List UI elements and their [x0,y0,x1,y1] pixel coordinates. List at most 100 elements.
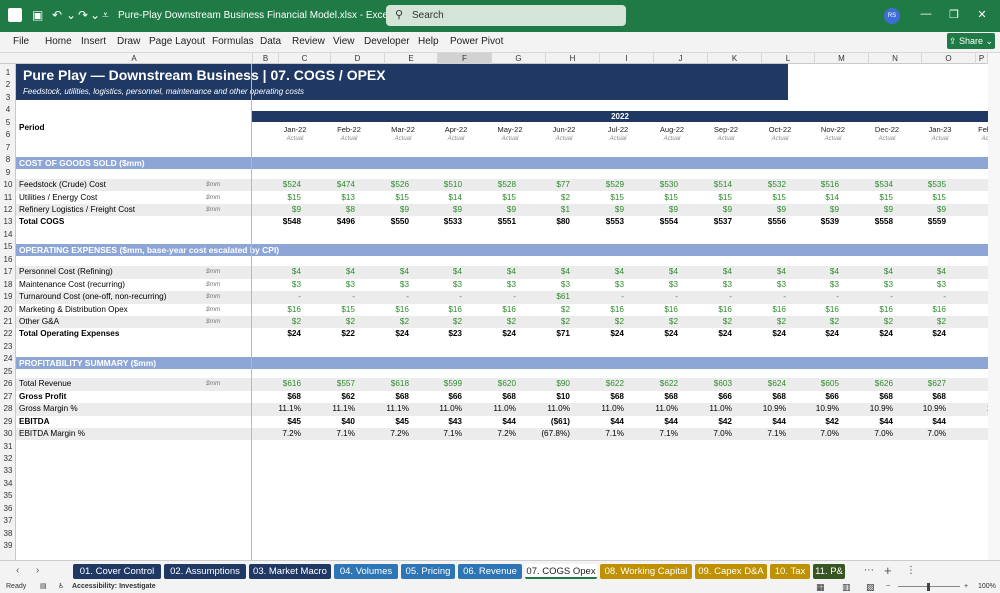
minimize-icon[interactable]: — [920,8,932,20]
value-cell[interactable]: $2 [560,192,570,202]
sheet-tab-5[interactable]: 05. Pricing [401,564,455,579]
value-cell[interactable]: $535 [927,180,946,190]
value-cell[interactable]: $9 [883,204,893,214]
menu-file[interactable]: File [13,36,30,47]
sheet-tab-1[interactable]: 01. Cover Control [73,564,161,579]
row-header-9[interactable]: 9 [5,167,11,177]
row-header-16[interactable]: 16 [3,254,13,264]
value-cell[interactable]: $3 [668,279,678,289]
row-header-31[interactable]: 31 [3,441,13,451]
row-header-7[interactable]: 7 [5,142,11,152]
column-header-g[interactable]: G [492,53,546,64]
sheet-tab-7[interactable]: 07. COGS Opex [525,564,597,579]
value-cell[interactable]: 7.0% [927,429,946,439]
value-cell[interactable]: - [836,292,839,302]
row-header-33[interactable]: 33 [3,466,13,476]
column-header-i[interactable]: I [600,53,654,64]
value-cell[interactable]: 10.9% [762,404,786,414]
value-cell[interactable]: $16 [879,304,893,314]
row-header-24[interactable]: 24 [3,354,13,364]
value-cell[interactable]: $3 [722,279,732,289]
value-cell[interactable]: $533 [443,217,462,227]
column-header-j[interactable]: J [654,53,708,64]
column-header-f[interactable]: F [438,53,492,64]
value-cell[interactable]: - [621,292,624,302]
value-cell[interactable]: - [675,292,678,302]
value-cell[interactable]: $4 [452,267,462,277]
value-cell[interactable]: $15 [287,192,301,202]
value-cell[interactable]: $15 [879,192,893,202]
value-cell[interactable]: $620 [497,379,516,389]
menu-draw[interactable]: Draw [117,36,141,47]
more-sheets-icon[interactable]: ⋯ [864,565,874,576]
value-cell[interactable]: $16 [932,304,946,314]
value-cell[interactable]: $605 [820,379,839,389]
value-cell[interactable]: $2 [776,317,786,326]
value-cell[interactable]: 11.0% [709,404,732,414]
value-cell[interactable]: $4 [722,267,732,277]
row-header-21[interactable]: 21 [3,317,13,326]
value-cell[interactable]: $16 [287,304,301,314]
column-header-b[interactable]: B [253,53,279,64]
row-header-1[interactable]: 1 [5,68,11,77]
value-cell[interactable]: $15 [341,304,355,314]
value-cell[interactable]: $24 [664,329,678,339]
row-header-30[interactable]: 30 [3,429,13,439]
value-cell[interactable]: $24 [287,329,301,339]
value-cell[interactable]: $2 [560,317,570,326]
vertical-scrollbar[interactable] [988,53,1000,560]
sheet-tab-4[interactable]: 04. Volumes [334,564,398,579]
value-cell[interactable]: $2 [614,317,624,326]
value-cell[interactable]: 10.9% [869,404,893,414]
undo-dropdown-icon[interactable]: ⌄ [66,8,77,22]
value-cell[interactable]: $14 [825,192,839,202]
undo-icon[interactable]: ↶ [52,8,63,22]
menu-help[interactable]: Help [418,36,439,47]
row-header-10[interactable]: 10 [3,180,13,190]
sheet-tab-3[interactable]: 03. Market Macro [249,564,331,579]
row-header-17[interactable]: 17 [3,267,13,277]
value-cell[interactable]: $2 [345,317,355,326]
value-cell[interactable]: 11.1% [386,404,409,414]
value-cell[interactable]: $554 [659,217,678,227]
row-header-26[interactable]: 26 [3,379,13,389]
value-cell[interactable]: 7.1% [336,429,355,439]
value-cell[interactable]: $42 [825,416,839,426]
row-headers[interactable]: 1 2 3 4 5 6 7 8 9 10 11 12 13 14 15 16 17 18 19 20 21 22 23 24 2… [0,64,16,560]
column-header-m[interactable]: M [815,53,869,64]
value-cell[interactable]: $68 [879,391,893,401]
customize-toolbar-icon[interactable]: ⩡ [102,8,109,22]
column-header-l[interactable]: L [762,53,815,64]
macro-record-icon[interactable]: ▤ [40,583,47,590]
value-cell[interactable]: $558 [874,217,893,227]
value-cell[interactable]: $90 [556,379,570,389]
row-header-22[interactable]: 22 [3,329,13,339]
value-cell[interactable]: $2 [829,317,839,326]
zoom-level[interactable]: 100% [978,583,996,590]
row-header-18[interactable]: 18 [3,279,13,289]
value-cell[interactable]: $44 [879,416,893,426]
value-cell[interactable]: $9 [399,204,409,214]
value-cell[interactable]: $68 [610,391,624,401]
value-cell[interactable]: $3 [506,279,516,289]
value-cell[interactable]: $557 [336,379,355,389]
value-cell[interactable]: $45 [395,416,409,426]
row-header-28[interactable]: 28 [3,404,13,414]
value-cell[interactable]: $551 [497,217,516,227]
value-cell[interactable]: 11.0% [439,404,462,414]
value-cell[interactable]: - [459,292,462,302]
value-cell[interactable]: (67.8%) [541,429,570,439]
sheet-tab-6[interactable]: 06. Revenue [458,564,522,579]
value-cell[interactable]: $3 [883,279,893,289]
value-cell[interactable]: $2 [506,317,516,326]
value-cell[interactable]: 11.0% [655,404,678,414]
value-cell[interactable]: $2 [722,317,732,326]
value-cell[interactable]: $556 [767,217,786,227]
row-header-27[interactable]: 27 [3,391,13,401]
menu-review[interactable]: Review [292,36,325,47]
row-header-35[interactable]: 35 [3,491,13,501]
value-cell[interactable]: $616 [282,379,301,389]
avatar[interactable]: RS [884,8,900,24]
value-cell[interactable]: $3 [614,279,624,289]
column-header-a[interactable]: A [16,53,253,64]
